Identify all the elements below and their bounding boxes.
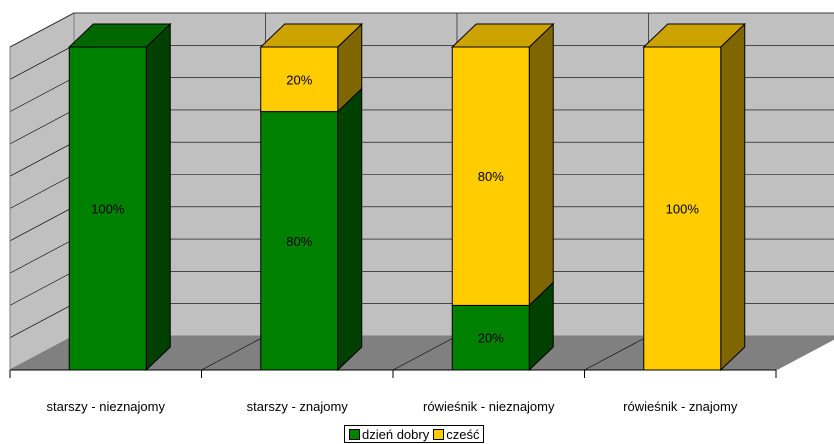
- bar-side-face: [528, 22, 554, 307]
- bar-front-face: [68, 46, 147, 371]
- category-label: starszy - znajomy: [247, 399, 349, 414]
- gridline-side: [9, 77, 75, 112]
- bar-front-face: [451, 304, 530, 371]
- category-label: starszy - nieznajomy: [47, 399, 166, 414]
- gridline-side: [9, 109, 75, 145]
- bar-front-face: [260, 111, 339, 371]
- gridline-side: [9, 206, 75, 242]
- category-label: rówieśnik - znajomy: [623, 399, 738, 414]
- legend-label-czesc: cześć: [446, 426, 480, 442]
- bar-top-face: [642, 23, 746, 48]
- data-label: 20%: [286, 72, 312, 87]
- data-label: 100%: [91, 202, 125, 217]
- bar-segment: 20%: [451, 281, 554, 372]
- bar-segment: 100%: [642, 22, 746, 372]
- category-label: rówieśnik - nieznajomy: [423, 399, 555, 414]
- stacked-bar-chart: 100% 80% 20% 20% 80% 100% starszy - nieznajom…: [9, 12, 834, 414]
- gridline-side: [9, 271, 75, 306]
- floor-divider: [201, 335, 266, 371]
- legend-item-czesc: cześć: [433, 427, 479, 442]
- bar-front-face: [260, 46, 339, 113]
- gridline-side: [9, 12, 75, 48]
- bar-front-face: [643, 46, 722, 371]
- bar-side-face: [145, 22, 171, 372]
- bar-segment: 80%: [260, 87, 363, 372]
- bar-side-face: [337, 87, 363, 372]
- gridline-side: [9, 238, 75, 274]
- data-label: 80%: [478, 169, 504, 184]
- bar-top-face: [68, 23, 172, 48]
- bar-top-face: [451, 23, 555, 48]
- bar-front-face: [451, 46, 530, 306]
- bar-top-face: [259, 23, 363, 48]
- floor-divider: [584, 335, 649, 371]
- gridline-side: [9, 174, 75, 209]
- legend-swatch-dzien-dobry: [349, 428, 360, 440]
- chart-bars: 100% 80% 20% 20% 80% 100%: [68, 22, 746, 372]
- legend: dzień dobry cześć: [344, 425, 485, 443]
- bar-segment: 100%: [68, 22, 172, 372]
- floor-divider: [392, 335, 458, 371]
- data-label: 80%: [286, 234, 312, 249]
- legend-swatch-czesc: [433, 428, 445, 440]
- data-label: 20%: [478, 331, 504, 346]
- gridline-side: [9, 303, 75, 338]
- gridline-side: [9, 45, 75, 80]
- legend-item-dzien-dobry: dzień dobry: [349, 427, 429, 442]
- bar-side-face: [720, 22, 746, 372]
- gridline-side: [9, 141, 75, 177]
- category-labels: starszy - nieznajomy starszy - znajomy rów…: [47, 399, 738, 414]
- data-label: 100%: [666, 202, 700, 217]
- bar-segment: 20%: [259, 22, 363, 113]
- bar-segment: 80%: [451, 22, 555, 307]
- legend-label-dzien-dobry: dzień dobry: [362, 426, 430, 442]
